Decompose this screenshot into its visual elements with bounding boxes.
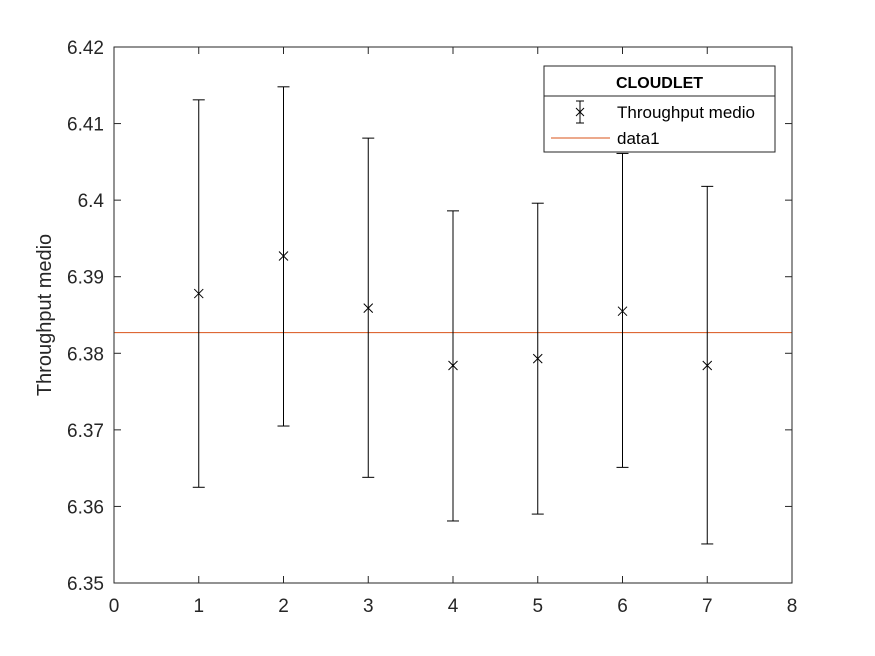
y-axis-label: Throughput medio (34, 234, 56, 396)
legend[interactable]: CLOUDLET Throughput medio data1 (543, 65, 776, 153)
data-point-marker (278, 251, 289, 261)
data-point-marker (617, 306, 628, 317)
x-tick-label: 5 (532, 596, 543, 617)
x-tick-label: 3 (363, 596, 374, 617)
x-tick-label: 0 (109, 596, 120, 617)
data-point-marker (702, 360, 713, 371)
x-tick-label: 1 (193, 596, 204, 617)
y-tick-label: 6.42 (67, 38, 104, 59)
data-point-marker (532, 353, 543, 364)
y-tick-label: 6.36 (67, 497, 104, 518)
data-point-marker (448, 360, 458, 371)
legend-errorbar-icon (575, 100, 585, 124)
x-tick-label: 2 (278, 596, 289, 617)
x-tick-label: 8 (787, 596, 798, 617)
y-tick-label: 6.4 (78, 191, 105, 212)
y-tick-label: 6.39 (67, 268, 104, 289)
x-tick-label: 7 (702, 596, 713, 617)
legend-icon-marker (575, 107, 585, 117)
x-tick-label: 6 (617, 596, 628, 617)
data-point-marker (363, 303, 374, 313)
errorbar-series-layer (192, 86, 714, 545)
legend-entry-label: data1 (617, 129, 660, 148)
y-tick-label: 6.41 (67, 115, 104, 136)
x-tick-label: 4 (448, 596, 459, 617)
data-point-marker (193, 288, 204, 299)
y-tick-label: 6.38 (67, 344, 104, 365)
y-axis-ticks: 6.35 6.36 6.37 6.38 6.39 6.4 6.41 6.42 (67, 38, 792, 595)
y-tick-label: 6.35 (67, 574, 104, 595)
legend-title: CLOUDLET (616, 75, 703, 92)
x-axis-ticks: 0 1 2 3 4 5 6 7 8 (109, 47, 798, 617)
legend-entry-label: Throughput medio (617, 103, 755, 122)
y-tick-label: 6.37 (67, 421, 104, 442)
